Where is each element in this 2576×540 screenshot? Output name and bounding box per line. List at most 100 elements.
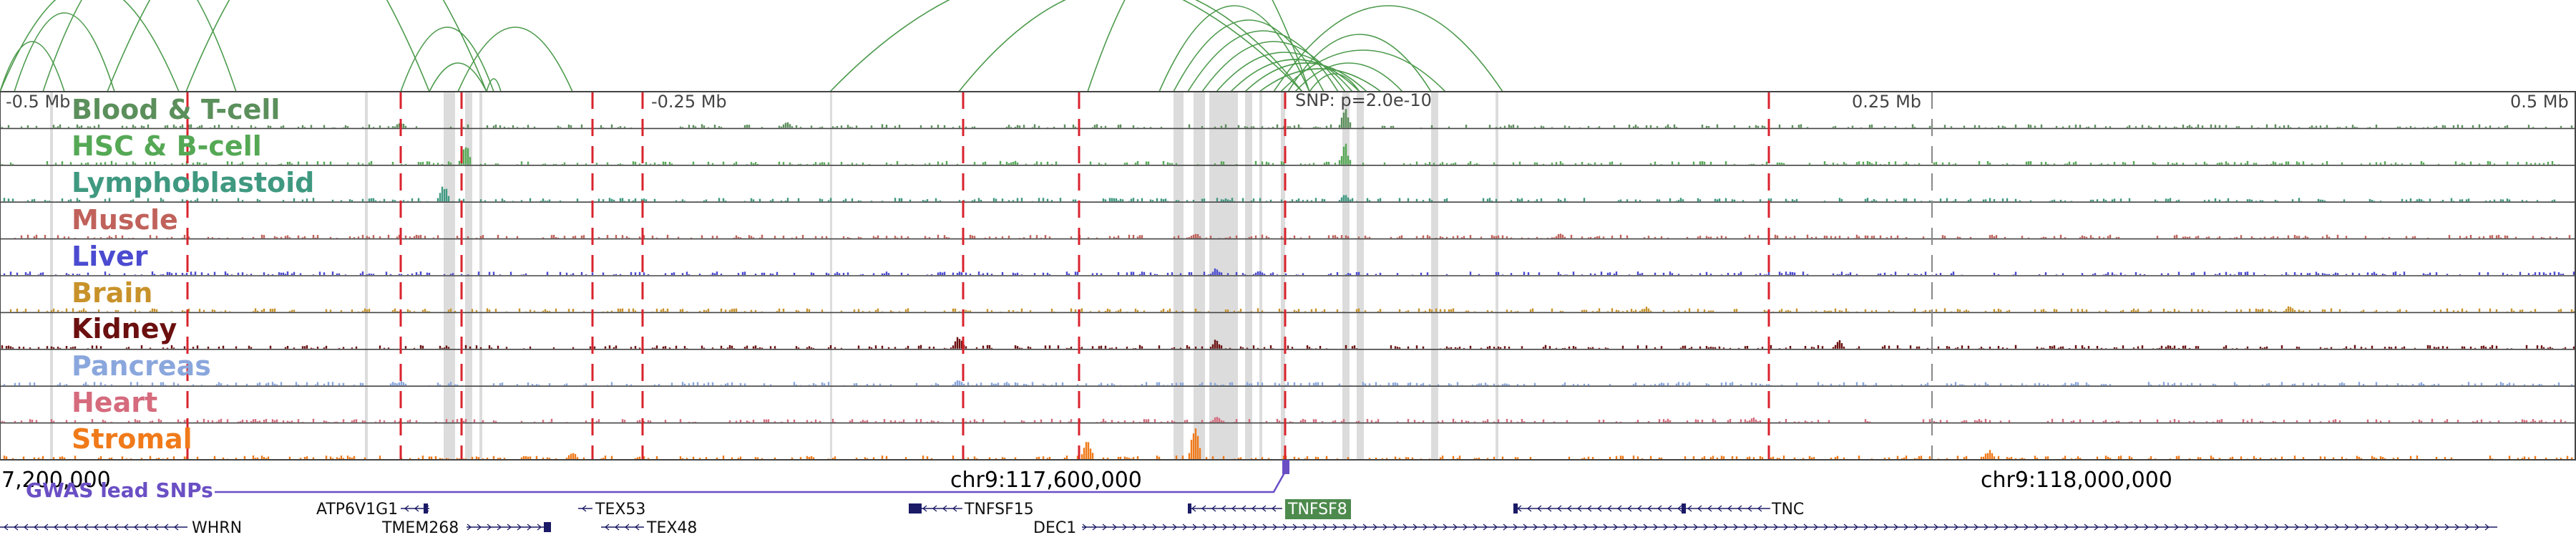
- loop-arc: [14, 12, 115, 92]
- coordinate-right: chr9:118,000,000: [1981, 468, 2172, 493]
- loop-arc: [0, 0, 180, 92]
- loop-arc: [457, 26, 573, 92]
- loop-arc: [107, 0, 430, 92]
- coordinate-center: chr9:117,600,000: [950, 468, 1142, 493]
- scale-label-snp: SNP: p=2.0e-10: [1295, 90, 1432, 110]
- scale-label-midright: 0.25 Mb: [1852, 92, 1921, 112]
- loop-arc: [1287, 34, 1432, 92]
- gene-exon: [1188, 503, 1191, 514]
- track-label-heart: Heart: [72, 387, 157, 418]
- gene-strand-arrows: [1082, 524, 2490, 531]
- gwas-snp-marker: [1282, 460, 1289, 474]
- scale-label-right: 0.5 Mb: [2510, 92, 2569, 112]
- gene-label-atp6v1g1: ATP6V1G1: [316, 501, 398, 519]
- signal-track: [0, 143, 2576, 166]
- loop-arc: [429, 62, 487, 92]
- gene-tmem268: [467, 522, 551, 532]
- signal-bars: [1, 337, 2575, 349]
- gene-track: ATP6V1G1 TEX53 TNFSF15 TNFSF8 TNC WHRN T…: [0, 499, 2497, 537]
- signal-track: [0, 306, 2576, 314]
- gene-label-tex53: TEX53: [595, 501, 645, 519]
- track-label-blood: Blood & T-cell: [72, 94, 280, 125]
- track-label-pancreas: Pancreas: [72, 350, 211, 382]
- signal-track: [0, 233, 2576, 240]
- signal-bars: [3, 428, 2573, 459]
- gene-dec1: [1082, 524, 2497, 531]
- loop-arc: [0, 41, 65, 92]
- loop-arc: [1309, 73, 1360, 92]
- track-label-lymphoblastoid: Lymphoblastoid: [72, 167, 314, 198]
- chromatin-loop-arcs: [0, 0, 1503, 92]
- scale-label-midleft: -0.25 Mb: [651, 92, 727, 112]
- track-labels: Blood & T-cell HSC & B-cell Lymphoblasto…: [72, 94, 314, 455]
- gene-strand-arrows: [467, 524, 542, 531]
- signal-bars: [1, 417, 2567, 423]
- gene-tnfsf8-body: [1188, 503, 1282, 514]
- gene-strand-arrows: [581, 505, 587, 512]
- gene-tex48: [601, 524, 644, 531]
- signal-bars: [1, 143, 2560, 165]
- gene-exon: [424, 503, 428, 514]
- loop-arc: [1294, 62, 1403, 92]
- loop-arc: [1273, 5, 1503, 92]
- track-label-muscle: Muscle: [72, 204, 178, 236]
- gene-structures: [0, 503, 2497, 532]
- loop-arc: [486, 78, 502, 92]
- gene-tex53: [578, 505, 592, 512]
- loop-arc: [1158, 5, 1310, 92]
- track-label-kidney: Kidney: [72, 313, 177, 344]
- gene-label-tnfsf8: TNFSF8: [1287, 501, 1347, 519]
- gene-label-tnfsf15: TNFSF15: [964, 501, 1034, 519]
- gene-label-tex48: TEX48: [646, 519, 697, 537]
- gene-exon: [1513, 503, 1518, 514]
- signal-bars: [0, 109, 2573, 128]
- loop-arc: [1259, 68, 1382, 92]
- gene-strand-arrows: [604, 524, 640, 531]
- gwas-label: GWAS lead SNPs: [26, 478, 213, 502]
- signal-bars: [3, 380, 2573, 386]
- gene-label-dec1: DEC1: [1033, 519, 1076, 537]
- loop-arc: [1244, 62, 1367, 92]
- signal-bars: [3, 186, 2556, 202]
- loop-arc: [42, 0, 237, 92]
- track-label-liver: Liver: [72, 241, 148, 272]
- loop-arc: [1230, 59, 1360, 92]
- gene-tnfsf15: [909, 503, 962, 514]
- signal-bars: [14, 233, 2571, 238]
- snp-dashed-lines: [186, 92, 1933, 460]
- signal-track: [0, 268, 2576, 276]
- loop-arc: [1087, 0, 1310, 92]
- coordinate-left: 7,200,000: [1, 468, 111, 493]
- loop-arc: [1280, 49, 1446, 92]
- signal-track: [0, 337, 2576, 350]
- tnfsf8-highlight-box: [1285, 499, 1351, 519]
- signal-track: [0, 109, 2576, 130]
- gene-label-whrn: WHRN: [192, 519, 242, 537]
- gene-strand-arrows: [3, 524, 179, 531]
- signal-bars: [0, 268, 2575, 275]
- signal-track: [0, 380, 2576, 387]
- gene-label-tnc: TNC: [1771, 501, 1804, 519]
- gene-atp6v1g1: [401, 503, 429, 514]
- track-label-hsc: HSC & B-cell: [72, 130, 262, 162]
- loop-arc: [829, 0, 1303, 92]
- signal-bars: [9, 306, 2575, 312]
- gene-strand-arrows: [1191, 505, 1277, 512]
- signal-track: [0, 417, 2576, 424]
- gene-whrn: [0, 524, 187, 531]
- track-label-stromal: Stromal: [72, 423, 192, 455]
- gene-label-tmem268: TMEM268: [381, 519, 459, 537]
- signal-track: [3, 428, 2573, 459]
- gene-exon: [544, 522, 551, 532]
- track-label-brain: Brain: [72, 277, 152, 309]
- loop-arc: [1173, 19, 1324, 92]
- signal-track: [0, 186, 2576, 203]
- loop-arc: [400, 26, 494, 92]
- signal-tracks: [0, 109, 2576, 459]
- gene-exon: [1682, 503, 1686, 514]
- gene-tnc: [1513, 503, 1770, 514]
- loop-arc: [958, 0, 1303, 92]
- gwas-track: GWAS lead SNPs: [26, 460, 1289, 502]
